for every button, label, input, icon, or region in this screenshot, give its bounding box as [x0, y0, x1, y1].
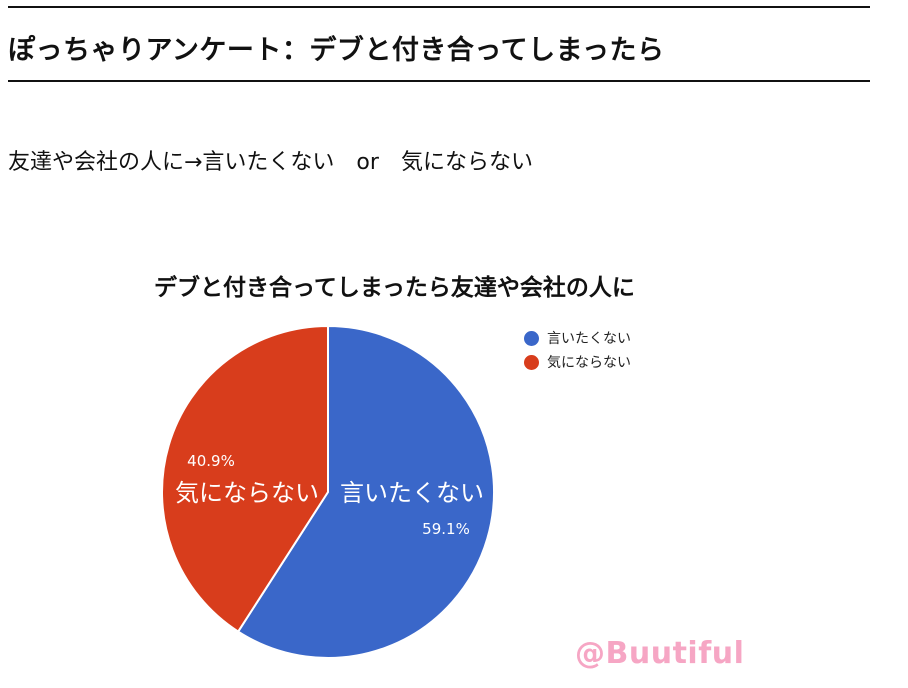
watermark: @Buutiful: [575, 636, 745, 671]
top-rule: [8, 6, 870, 8]
slice-category-label-iitakunai: 言いたくない: [340, 479, 484, 507]
legend-swatch-kininaranai: [524, 354, 539, 370]
slice-percent-label-kininaranai: 40.9%: [187, 452, 235, 470]
survey-question: 友達や会社の人に→言いたくない or 気にならない: [8, 150, 533, 175]
legend-label-iitakunai: 言いたくない: [547, 331, 631, 347]
pie-slice-iitakunai: [236, 324, 495, 659]
legend-item-iitakunai: 言いたくない: [524, 326, 631, 350]
chart-legend: 言いたくない 気にならない: [524, 326, 631, 374]
bottom-rule: [8, 80, 870, 82]
legend-label-kininaranai: 気にならない: [547, 355, 631, 371]
legend-item-kininaranai: 気にならない: [524, 350, 631, 374]
chart-title: デブと付き合ってしまったら友達や会社の人に: [154, 275, 635, 301]
slice-category-label-kininaranai: 気にならない: [175, 479, 319, 507]
pie-slice-kininaranai: [161, 324, 329, 633]
page-title: ぽっちゃりアンケート：デブと付き合ってしまったら: [8, 35, 665, 66]
legend-swatch-iitakunai: [524, 330, 539, 346]
slice-percent-label-iitakunai: 59.1%: [422, 520, 470, 538]
